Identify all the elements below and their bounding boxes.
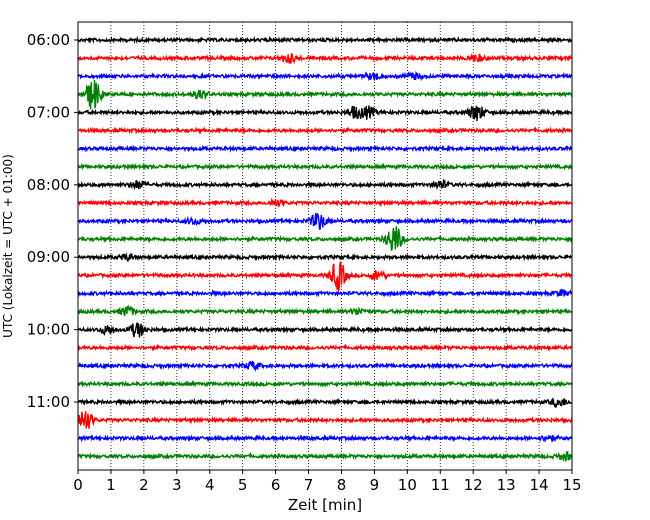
plot-background bbox=[78, 22, 572, 470]
trace-line bbox=[77, 144, 573, 153]
trace-line bbox=[77, 411, 573, 429]
y-axis-ticks: 06:00 07:00 08:00 09:00 10:00 11:00 bbox=[27, 31, 78, 411]
trace-line bbox=[77, 261, 572, 292]
trace-line bbox=[77, 379, 573, 389]
x-tick-label: 3 bbox=[172, 476, 182, 494]
trace-line bbox=[77, 252, 573, 262]
trace-line bbox=[77, 397, 573, 409]
trace-line bbox=[77, 450, 573, 463]
trace-line bbox=[77, 322, 573, 338]
x-tick-label: 14 bbox=[530, 476, 549, 494]
trace-line bbox=[77, 126, 573, 135]
trace-line bbox=[77, 287, 573, 298]
x-tick-label: 2 bbox=[139, 476, 149, 494]
x-axis-ticks: 0 1 2 3 4 5 6 7 8 9 10 11 12 13 14 15 bbox=[73, 470, 582, 494]
x-tick-label: 15 bbox=[562, 476, 581, 494]
trace-line bbox=[77, 433, 573, 443]
x-tick-label: 5 bbox=[238, 476, 248, 494]
x-tick-label: 4 bbox=[205, 476, 215, 494]
x-axis-title: Zeit [min] bbox=[288, 496, 362, 514]
y-tick-label: 11:00 bbox=[27, 393, 70, 411]
x-tick-label: 13 bbox=[497, 476, 516, 494]
x-tick-label: 9 bbox=[370, 476, 380, 494]
trace-line bbox=[77, 226, 573, 252]
x-tick-label: 11 bbox=[431, 476, 450, 494]
x-tick-label: 7 bbox=[304, 476, 314, 494]
trace-line bbox=[77, 343, 573, 352]
trace-line bbox=[77, 162, 573, 172]
trace-line bbox=[77, 70, 573, 82]
y-axis-title: UTC (Lokalzeit = UTC + 01:00) bbox=[1, 154, 15, 338]
y-tick-label: 10:00 bbox=[27, 321, 70, 339]
trace-line bbox=[77, 304, 573, 317]
seismic-traces bbox=[77, 35, 573, 463]
trace-line bbox=[77, 53, 573, 65]
trace-line bbox=[77, 213, 573, 230]
trace-line bbox=[77, 105, 573, 122]
y-tick-label: 09:00 bbox=[27, 248, 70, 266]
x-tick-label: 0 bbox=[73, 476, 83, 494]
trace-line bbox=[77, 178, 573, 191]
x-tick-label: 6 bbox=[271, 476, 281, 494]
x-tick-label: 12 bbox=[464, 476, 483, 494]
x-tick-label: 10 bbox=[398, 476, 417, 494]
plot-frame bbox=[77, 21, 573, 471]
y-tick-label: 06:00 bbox=[27, 31, 70, 49]
y-tick-label: 08:00 bbox=[27, 176, 70, 194]
trace-line bbox=[77, 197, 573, 208]
x-tick-label: 1 bbox=[106, 476, 116, 494]
x-tick-label: 8 bbox=[337, 476, 347, 494]
trace-line bbox=[77, 35, 573, 45]
trace-line bbox=[77, 79, 573, 110]
trace-line bbox=[77, 360, 573, 372]
y-tick-label: 07:00 bbox=[27, 103, 70, 121]
